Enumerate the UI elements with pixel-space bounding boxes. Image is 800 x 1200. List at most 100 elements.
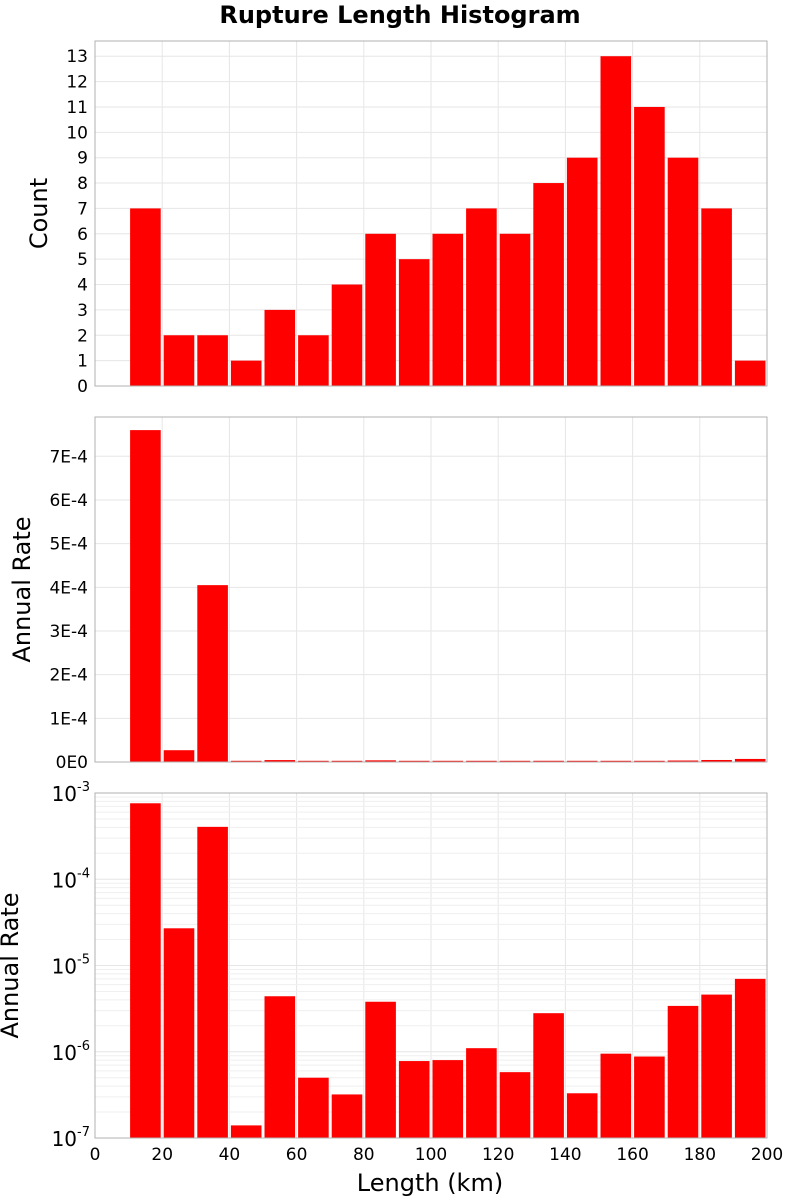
histogram-bar — [365, 1001, 396, 1138]
histogram-bar — [432, 1060, 464, 1138]
y-tick-label: 2E-4 — [49, 666, 88, 686]
histogram-bar — [331, 284, 363, 386]
histogram-bar — [130, 208, 161, 386]
histogram-bar — [499, 1072, 531, 1138]
y-tick-label: 7 — [77, 199, 88, 219]
y-tick-label: 6E-4 — [49, 491, 88, 511]
x-tick-label: 0 — [90, 1145, 101, 1165]
y-tick-label: 13 — [66, 47, 88, 67]
annual-rate-linear-panel: 0E0 1E-4 2E-4 3E-4 4E-4 5E-4 6E-4 7E-4 Annual Ra… — [8, 416, 768, 773]
y-tick-label: 10-7 — [52, 1125, 90, 1151]
x-tick-label: 80 — [353, 1145, 375, 1165]
y-tick-label: 10-6 — [52, 1039, 90, 1065]
histogram-bar — [365, 760, 396, 762]
histogram-bar — [533, 183, 564, 386]
histogram-bar — [499, 760, 531, 762]
y-axis-label: Annual Rate — [8, 516, 36, 662]
histogram-bar — [398, 1061, 430, 1138]
plot-frame — [94, 792, 768, 1139]
histogram-bar — [197, 585, 228, 762]
histogram-bar — [667, 157, 699, 386]
histogram-bar — [331, 760, 363, 762]
histogram-bar — [130, 803, 161, 1138]
x-tick-label: 200 — [751, 1145, 783, 1165]
y-tick-label: 7E-4 — [49, 447, 88, 467]
histogram-bar — [466, 208, 497, 386]
histogram-bar — [667, 1005, 699, 1138]
histogram-bar — [230, 360, 262, 386]
histogram-bar — [566, 157, 598, 386]
histogram-bar — [398, 760, 430, 762]
y-tick-label: 1 — [77, 352, 88, 372]
y-tick-label: 10-5 — [52, 953, 90, 979]
y-tick-label: 1E-4 — [49, 709, 88, 729]
histogram-bar — [734, 360, 766, 386]
histogram-bar — [398, 259, 430, 386]
y-tick-label: 5E-4 — [49, 535, 88, 555]
x-axis-label: Length (km) — [357, 1169, 503, 1197]
histogram-bar — [600, 1053, 632, 1138]
y-axis-label: Count — [25, 178, 53, 249]
annual-rate-log-panel: 10-7 10-6 10-5 10-4 10-3 Annual Rate 0 20 40 60 80… — [0, 780, 783, 1165]
histogram-bar — [264, 760, 296, 762]
histogram-bar — [533, 760, 564, 762]
x-tick-label: 20 — [151, 1145, 173, 1165]
y-tick-label: 5 — [77, 250, 88, 270]
histogram-bar — [600, 760, 632, 762]
y-tick-label: 10 — [66, 123, 88, 143]
histogram-bar — [264, 996, 296, 1138]
y-tick-label: 6 — [77, 225, 88, 245]
histogram-bar — [298, 1077, 329, 1138]
y-tick-label: 2 — [77, 326, 88, 346]
histogram-bar — [130, 430, 161, 762]
histogram-bar — [701, 759, 732, 762]
y-tick-label: 10-4 — [52, 866, 90, 892]
histogram-bar — [701, 994, 732, 1138]
x-tick-label: 100 — [415, 1145, 447, 1165]
histogram-bar — [197, 335, 228, 386]
plot-frame — [94, 40, 768, 387]
x-tick-label: 160 — [616, 1145, 648, 1165]
histogram-bar — [734, 758, 766, 762]
x-tick-label: 120 — [482, 1145, 514, 1165]
histogram-bar — [667, 760, 699, 762]
histogram-bar — [432, 760, 464, 762]
x-tick-label: 40 — [219, 1145, 241, 1165]
y-tick-label: 11 — [66, 98, 88, 118]
y-tick-label: 4 — [77, 276, 88, 296]
histogram-bar — [163, 928, 195, 1138]
plot-frame — [94, 416, 768, 763]
x-tick-label: 60 — [286, 1145, 308, 1165]
histogram-bar — [466, 760, 497, 762]
histogram-bar — [533, 1013, 564, 1138]
y-tick-label: 0E0 — [56, 753, 88, 773]
y-tick-label: 10-3 — [52, 780, 90, 806]
histogram-bar — [566, 760, 598, 762]
histogram-bar — [163, 335, 195, 386]
histogram-bar — [365, 233, 396, 386]
histogram-bar — [197, 826, 228, 1138]
y-tick-label: 3E-4 — [49, 622, 88, 642]
histogram-bar — [634, 1056, 665, 1138]
y-tick-label: 12 — [66, 73, 88, 93]
histogram-bar — [298, 760, 329, 762]
histogram-bar — [230, 1125, 262, 1138]
histogram-bar — [432, 233, 464, 386]
histogram-bar — [566, 1093, 598, 1138]
histogram-bar — [600, 56, 632, 387]
chart-title: Rupture Length Histogram — [219, 1, 580, 29]
y-tick-label: 4E-4 — [49, 578, 88, 598]
histogram-bar — [331, 1094, 363, 1138]
y-tick-label: 0 — [77, 377, 88, 397]
y-axis-label: Annual Rate — [0, 892, 24, 1038]
y-tick-label: 3 — [77, 301, 88, 321]
x-tick-label: 180 — [684, 1145, 716, 1165]
histogram-bar — [499, 233, 531, 386]
histogram-bar — [701, 208, 732, 386]
x-tick-label: 140 — [549, 1145, 581, 1165]
histogram-bar — [163, 750, 195, 762]
histogram-bar — [734, 978, 766, 1138]
histogram-bar — [466, 1048, 497, 1138]
